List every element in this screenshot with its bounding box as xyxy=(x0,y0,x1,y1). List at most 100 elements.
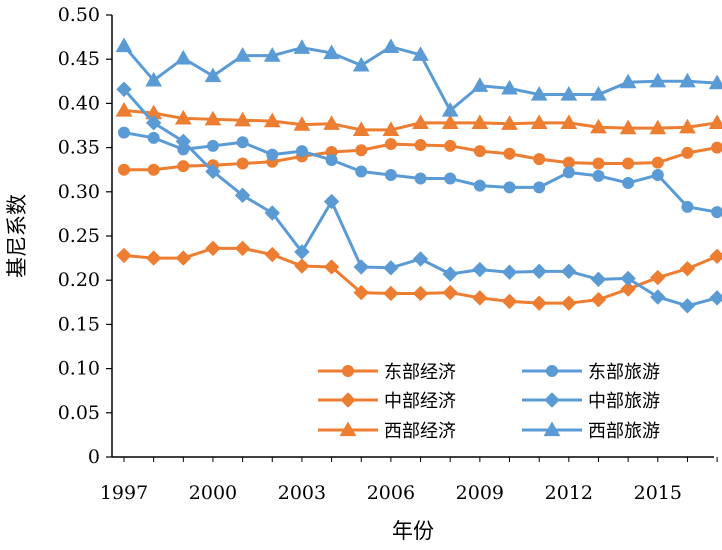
data-point xyxy=(651,156,664,169)
legend-marker xyxy=(543,421,561,437)
data-point xyxy=(442,284,458,301)
data-point xyxy=(234,187,251,204)
data-point xyxy=(472,261,488,278)
y-tick-label: 0.40 xyxy=(58,92,100,114)
data-point xyxy=(116,81,132,97)
data-point xyxy=(204,110,222,126)
data-point xyxy=(590,86,607,101)
data-point xyxy=(115,101,133,117)
series-3 xyxy=(118,126,722,219)
data-point xyxy=(295,145,308,158)
x-ticks: 1997 2000 2003 2006 2009 2012 2015 xyxy=(100,457,718,504)
legend-label: 中部旅游 xyxy=(588,391,660,412)
data-point xyxy=(444,139,457,152)
x-tick-label: 2015 xyxy=(634,482,682,504)
data-point xyxy=(323,259,340,275)
data-point xyxy=(382,121,400,137)
y-tick-label: 0.30 xyxy=(58,181,100,203)
series-4 xyxy=(116,81,722,314)
data-point xyxy=(679,118,696,134)
data-point xyxy=(234,240,251,257)
y-tick-label: 0.50 xyxy=(58,4,100,26)
data-point xyxy=(382,38,400,53)
data-point xyxy=(206,139,219,152)
data-point xyxy=(234,47,251,62)
data-point xyxy=(562,166,575,179)
legend-item: 西部经济 xyxy=(318,421,456,442)
data-point xyxy=(622,176,635,189)
data-point xyxy=(205,240,221,257)
data-point xyxy=(472,290,488,306)
data-point xyxy=(414,172,427,185)
data-point xyxy=(442,266,458,282)
legend-label: 中部经济 xyxy=(384,391,456,412)
data-point xyxy=(679,298,696,314)
data-point xyxy=(294,244,310,260)
data-point xyxy=(204,67,222,83)
legend-label: 东部经济 xyxy=(384,362,456,383)
data-point xyxy=(619,119,637,135)
x-tick-label: 1997 xyxy=(100,482,148,504)
data-point xyxy=(530,86,548,101)
data-point xyxy=(533,153,546,166)
data-point xyxy=(147,163,160,176)
data-point xyxy=(592,157,605,170)
data-point xyxy=(383,260,399,276)
data-point xyxy=(352,56,370,72)
data-point xyxy=(444,172,457,185)
x-tick-label: 2003 xyxy=(278,482,326,504)
data-point xyxy=(708,74,722,90)
data-point xyxy=(681,146,694,159)
data-point xyxy=(473,179,486,192)
data-point xyxy=(679,72,696,88)
y-tick-label: 0.15 xyxy=(58,313,100,335)
data-point xyxy=(118,126,130,139)
data-point xyxy=(236,136,249,149)
y-tick-label: 0.10 xyxy=(58,358,100,380)
data-point xyxy=(115,37,133,53)
legend-label: 西部经济 xyxy=(384,421,456,442)
data-point xyxy=(533,181,546,194)
data-point xyxy=(501,115,518,130)
y-tick-label: 0.25 xyxy=(58,225,100,247)
data-point xyxy=(355,165,368,178)
data-point xyxy=(384,138,397,151)
data-point xyxy=(263,47,281,62)
data-point xyxy=(561,263,577,280)
data-point xyxy=(118,163,130,176)
legend-label: 西部旅游 xyxy=(588,421,660,442)
data-point xyxy=(619,73,637,89)
data-point xyxy=(234,111,251,127)
data-point xyxy=(531,263,547,280)
data-point xyxy=(412,114,429,129)
data-point xyxy=(531,295,547,311)
data-point xyxy=(412,251,429,267)
data-point xyxy=(590,118,607,134)
y-tick-label: 0.05 xyxy=(58,402,100,424)
data-point xyxy=(501,293,518,310)
data-point xyxy=(175,133,192,150)
data-point xyxy=(145,115,162,131)
data-point xyxy=(709,290,722,306)
series-1 xyxy=(116,240,722,311)
data-point xyxy=(679,261,696,277)
data-point xyxy=(264,246,280,263)
data-point xyxy=(590,271,607,288)
y-tick-label: 0.35 xyxy=(58,137,100,159)
data-point xyxy=(649,119,667,135)
data-point xyxy=(264,205,280,221)
data-point xyxy=(711,141,722,154)
legend-marker xyxy=(339,421,357,437)
data-point xyxy=(503,181,516,194)
data-point xyxy=(560,86,578,101)
series-layer xyxy=(115,37,722,314)
data-point xyxy=(145,250,162,266)
data-point xyxy=(174,109,192,125)
data-point xyxy=(708,114,722,129)
legend-item: 中部旅游 xyxy=(522,391,660,412)
data-point xyxy=(205,163,221,180)
legend-marker xyxy=(342,365,354,377)
data-point xyxy=(709,248,722,265)
